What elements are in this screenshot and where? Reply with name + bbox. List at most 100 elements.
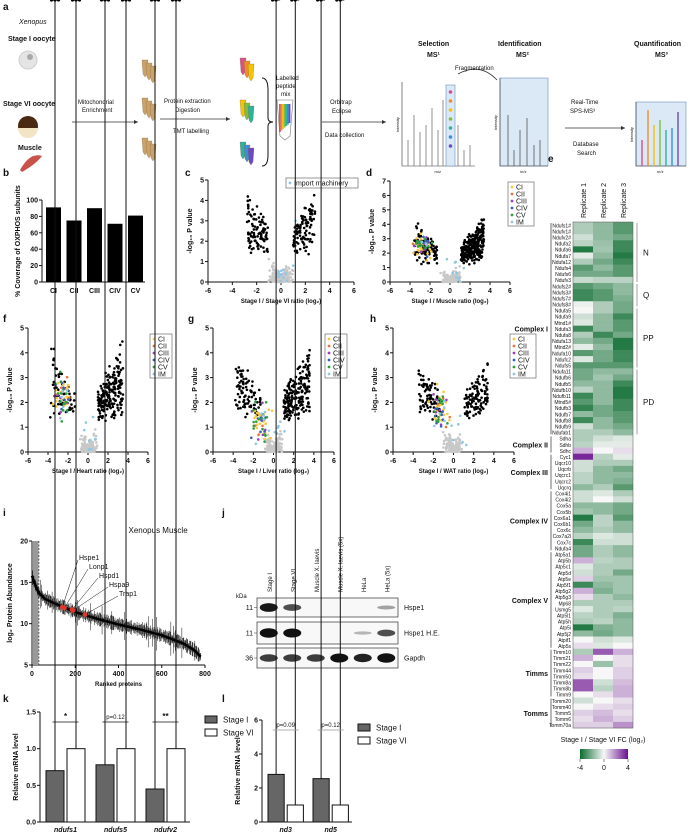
significant-point — [117, 408, 120, 412]
legend-marker — [510, 185, 514, 189]
significant-point — [250, 230, 254, 234]
peptide-mix-band — [279, 104, 281, 132]
nonsignificant-point — [449, 280, 452, 284]
significant-point — [247, 210, 251, 214]
significant-point — [474, 257, 478, 261]
significant-point — [289, 414, 293, 417]
legend-label: CV — [516, 213, 526, 220]
y-tick-label: 0 — [382, 280, 386, 287]
complex-IM-point — [442, 406, 446, 409]
significant-point — [431, 248, 435, 251]
colorbar-tick-label: -4 — [577, 765, 583, 772]
gene-label: Ndufa8 — [555, 333, 571, 339]
significant-point — [250, 395, 254, 399]
data-point — [74, 0, 78, 2]
heatmap-cell — [573, 581, 593, 589]
heatmap-cell — [613, 593, 633, 601]
significance-label: ** — [162, 712, 169, 721]
significant-point — [435, 395, 439, 398]
gene-label: Ndufv1# — [552, 229, 571, 235]
significant-point — [236, 407, 240, 410]
heatmap-cell — [593, 343, 613, 351]
significant-point — [301, 395, 304, 399]
heatmap-cell — [593, 709, 613, 717]
identification-label: MS² — [516, 52, 530, 59]
heatmap-cell — [573, 246, 593, 253]
complex-CV-point — [252, 420, 255, 424]
significant-point — [301, 240, 304, 244]
significant-point — [118, 361, 122, 364]
significant-point — [460, 254, 464, 258]
import-machinery-point — [285, 279, 289, 282]
significant-point — [287, 396, 291, 400]
heatmap-cell — [593, 624, 613, 631]
significant-point — [424, 256, 427, 260]
heatmap-cell — [593, 252, 613, 259]
significant-point — [111, 413, 114, 416]
x-tick-label: 800 — [199, 671, 211, 678]
significant-point — [249, 251, 253, 255]
complex-CV-point — [437, 415, 440, 419]
heatmap-cell — [593, 289, 613, 296]
significant-point — [238, 395, 242, 399]
significant-point — [290, 394, 294, 398]
instrument-label: Orbitrap — [330, 100, 352, 106]
significant-point — [242, 398, 246, 402]
heatmap-cell — [593, 539, 613, 546]
legend-marker — [327, 351, 331, 355]
heatmap-cell — [593, 581, 613, 589]
significant-point — [258, 396, 262, 400]
sample-label-stage-vi: Stage VI oocyte — [3, 101, 55, 108]
significant-point — [299, 223, 302, 227]
protein-label: Trap1 — [119, 591, 137, 598]
significant-point — [263, 222, 266, 226]
significant-point — [422, 260, 425, 264]
heatmap-cell — [593, 325, 613, 333]
significant-point — [297, 412, 301, 415]
precursor-dot — [448, 144, 453, 148]
nonsignificant-point — [458, 265, 462, 268]
significant-point — [68, 392, 71, 396]
significant-point — [102, 382, 105, 386]
significant-point — [301, 215, 305, 218]
significant-point — [428, 409, 432, 413]
complex-CI-point — [51, 403, 55, 406]
complex-CV-point — [64, 400, 68, 404]
x-tick-label: -6 — [25, 458, 31, 465]
gene-label: Mtnd2# — [554, 345, 571, 351]
nonsignificant-point — [80, 434, 83, 438]
significant-point — [115, 365, 119, 368]
bar — [66, 220, 82, 282]
panel-label-i: i — [3, 508, 6, 519]
significant-point — [292, 408, 295, 412]
significant-point — [240, 389, 243, 393]
y-axis-label: Relative mRNA level — [235, 737, 242, 804]
heatmap-cell — [573, 673, 593, 680]
heatmap-cell — [593, 532, 613, 540]
significant-point — [473, 384, 476, 388]
significant-point — [116, 403, 119, 407]
significant-point — [485, 385, 488, 388]
significant-point — [298, 234, 302, 237]
significant-point — [289, 378, 293, 382]
complex-IM-point — [267, 429, 271, 432]
nonsignificant-point — [445, 280, 448, 283]
significant-point — [68, 406, 72, 409]
heatmap-cell — [613, 234, 633, 241]
significant-point — [295, 396, 298, 400]
precursor-dot — [448, 99, 453, 103]
complex-CIII-point — [425, 236, 428, 239]
gene-label: nd3 — [279, 827, 292, 834]
significance-label: * — [64, 712, 68, 721]
significant-point — [121, 397, 124, 401]
significant-point — [249, 235, 253, 238]
complex-CI-point — [267, 408, 271, 412]
heatmap-cell — [573, 587, 593, 595]
gene-label: Timm50 — [553, 674, 571, 680]
y-tick-label: 2 — [205, 400, 209, 407]
nonsignificant-point — [289, 276, 293, 279]
import-machinery-point — [279, 279, 282, 283]
